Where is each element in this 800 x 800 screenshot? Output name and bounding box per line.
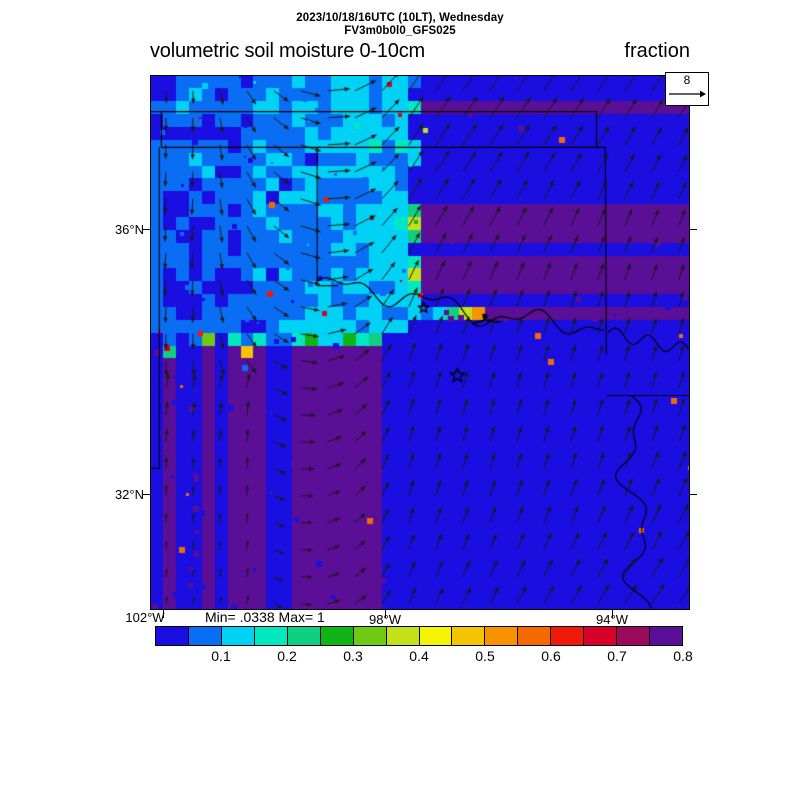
colorbar-swatch-11	[518, 627, 552, 645]
page-title: volumetric soil moisture 0-10cm	[150, 40, 425, 62]
colorbar-tick-0.2: 0.2	[277, 648, 297, 664]
map-plot-area[interactable]	[150, 75, 690, 610]
vector-key-box: 8	[665, 72, 709, 106]
vector-key-value: 8	[683, 73, 691, 87]
lon-tick-label-94w: 94°W	[596, 612, 628, 627]
lat-tick-label-32n: 32°N	[114, 487, 144, 502]
colorbar-swatch-2	[221, 627, 255, 645]
colorbar-swatch-6	[353, 627, 387, 645]
plot-header-row: volumetric soil moisture 0-10cm fraction	[150, 40, 690, 63]
tick-lon-98w	[385, 610, 387, 618]
colorbar-swatch-3	[254, 627, 288, 645]
tick-lat-36n-right	[689, 229, 697, 231]
wind-vector-overlay	[151, 76, 689, 609]
colorbar-swatch-9	[452, 627, 486, 645]
colorbar-swatch-10	[485, 627, 519, 645]
min-max-annotation: Min= .0338 Max= 1	[205, 609, 325, 625]
tick-lat-36n	[143, 229, 151, 231]
colorbar-swatch-4	[287, 627, 321, 645]
title-datetime: 2023/10/18/16UTC (10LT), Wednesday	[296, 12, 504, 24]
colorbar[interactable]	[155, 626, 683, 646]
colorbar-tick-0.6: 0.6	[541, 648, 561, 664]
colorbar-tick-0.5: 0.5	[475, 648, 495, 664]
tick-lat-32n	[143, 494, 151, 496]
colorbar-swatch-1	[188, 627, 222, 645]
lat-tick-label-36n: 36°N	[114, 222, 144, 237]
colorbar-tick-0.1: 0.1	[211, 648, 231, 664]
colorbar-swatch-12	[551, 627, 585, 645]
colorbar-swatch-5	[320, 627, 354, 645]
colorbar-tick-0.3: 0.3	[343, 648, 363, 664]
lon-tick-label-98w: 98°W	[369, 612, 401, 627]
colorbar-swatch-13	[584, 627, 618, 645]
title-block: 2023/10/18/16UTC (10LT), Wednesday FV3m0…	[0, 0, 800, 38]
colorbar-tick-0.8: 0.8	[673, 648, 693, 664]
reference-vector-arrow-icon	[669, 90, 706, 98]
colorbar-swatch-15	[650, 627, 682, 645]
colorbar-tick-0.4: 0.4	[409, 648, 429, 664]
colorbar-swatch-14	[617, 627, 651, 645]
units-label: fraction	[624, 40, 690, 62]
lon-tick-label-102w: 102°W	[125, 610, 165, 625]
colorbar-swatch-8	[419, 627, 453, 645]
colorbar-tick-0.7: 0.7	[607, 648, 627, 664]
colorbar-swatches	[155, 626, 683, 646]
title-model-name: FV3m0b0l0_GFS025	[344, 25, 456, 37]
colorbar-swatch-7	[386, 627, 420, 645]
tick-lat-32n-right	[689, 494, 697, 496]
colorbar-swatch-0	[156, 627, 189, 645]
tick-lon-94w	[612, 610, 614, 618]
tick-lon-102w	[163, 610, 165, 618]
colorbar-tick-labels: 0.1 0.2 0.3 0.4 0.5 0.6 0.7 0.8	[155, 648, 692, 666]
